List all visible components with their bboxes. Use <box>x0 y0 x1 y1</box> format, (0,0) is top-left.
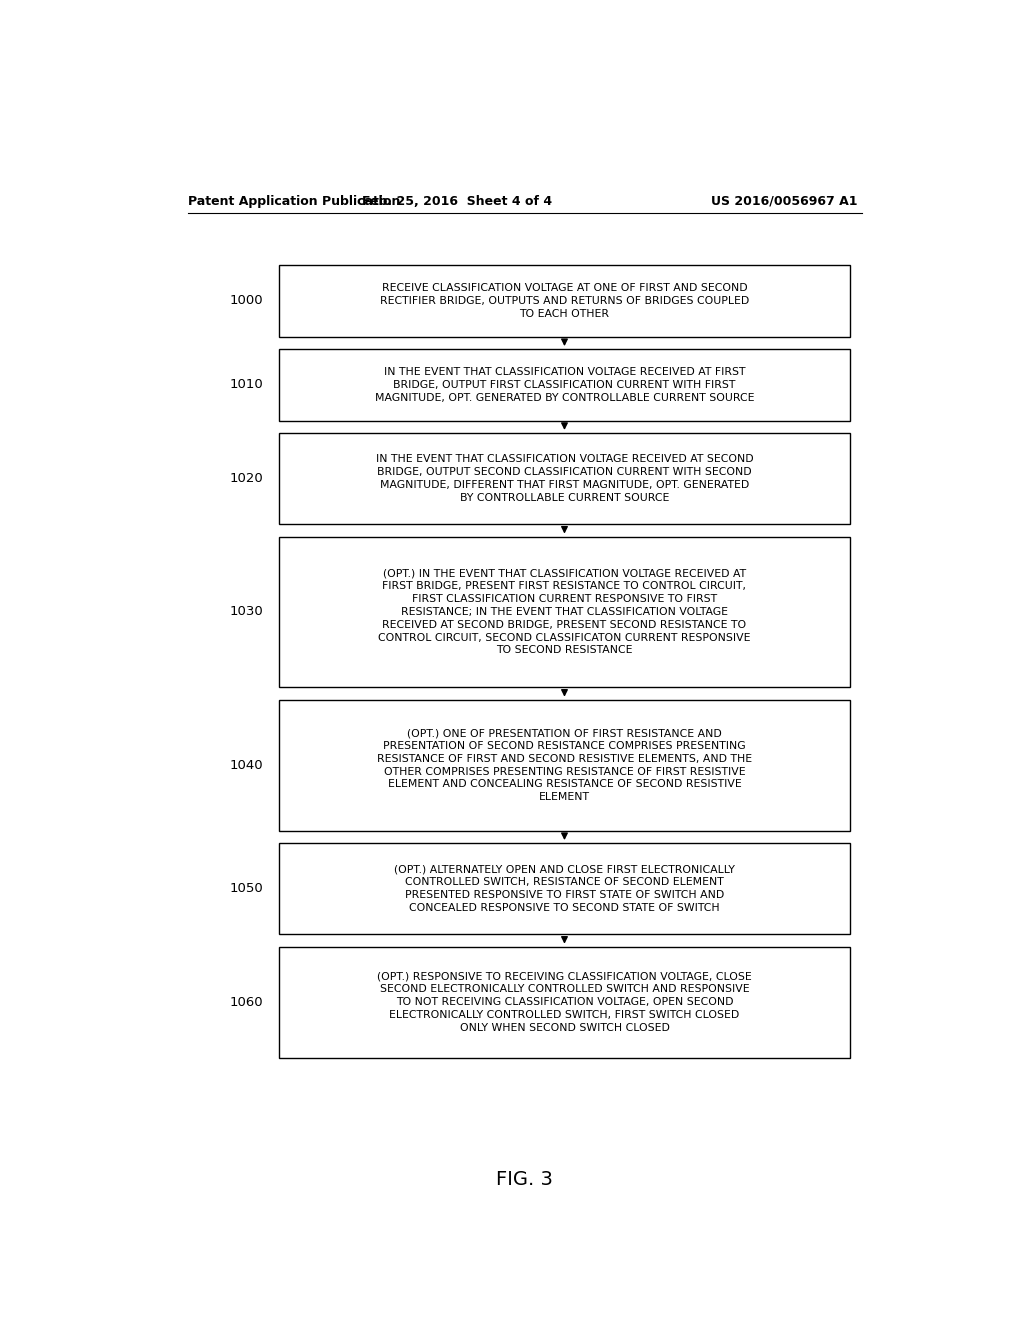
Bar <box>279 348 850 421</box>
Text: (OPT.) RESPONSIVE TO RECEIVING CLASSIFICATION VOLTAGE, CLOSE
SECOND ELECTRONICAL: (OPT.) RESPONSIVE TO RECEIVING CLASSIFIC… <box>377 972 752 1032</box>
Text: IN THE EVENT THAT CLASSIFICATION VOLTAGE RECEIVED AT FIRST
BRIDGE, OUTPUT FIRST : IN THE EVENT THAT CLASSIFICATION VOLTAGE… <box>375 367 755 403</box>
Bar <box>279 433 850 524</box>
Text: (OPT.) ALTERNATELY OPEN AND CLOSE FIRST ELECTRONICALLY
CONTROLLED SWITCH, RESIST: (OPT.) ALTERNATELY OPEN AND CLOSE FIRST … <box>394 865 735 913</box>
Text: 1050: 1050 <box>229 882 263 895</box>
Text: 1030: 1030 <box>229 606 263 619</box>
Bar <box>279 946 850 1057</box>
Bar <box>279 700 850 830</box>
Bar <box>279 843 850 935</box>
Bar <box>279 536 850 688</box>
Text: 1020: 1020 <box>229 473 263 484</box>
Text: (OPT.) IN THE EVENT THAT CLASSIFICATION VOLTAGE RECEIVED AT
FIRST BRIDGE, PRESEN: (OPT.) IN THE EVENT THAT CLASSIFICATION … <box>378 569 751 655</box>
Text: 1000: 1000 <box>229 294 263 308</box>
Text: RECEIVE CLASSIFICATION VOLTAGE AT ONE OF FIRST AND SECOND
RECTIFIER BRIDGE, OUTP: RECEIVE CLASSIFICATION VOLTAGE AT ONE OF… <box>380 284 750 318</box>
Text: 1060: 1060 <box>229 995 263 1008</box>
Text: IN THE EVENT THAT CLASSIFICATION VOLTAGE RECEIVED AT SECOND
BRIDGE, OUTPUT SECON: IN THE EVENT THAT CLASSIFICATION VOLTAGE… <box>376 454 754 503</box>
Text: FIG. 3: FIG. 3 <box>497 1171 553 1189</box>
Text: Feb. 25, 2016  Sheet 4 of 4: Feb. 25, 2016 Sheet 4 of 4 <box>362 194 552 207</box>
Text: 1010: 1010 <box>229 379 263 391</box>
Bar <box>279 265 850 337</box>
Text: 1040: 1040 <box>229 759 263 772</box>
Text: (OPT.) ONE OF PRESENTATION OF FIRST RESISTANCE AND
PRESENTATION OF SECOND RESIST: (OPT.) ONE OF PRESENTATION OF FIRST RESI… <box>377 729 752 803</box>
Text: US 2016/0056967 A1: US 2016/0056967 A1 <box>712 194 858 207</box>
Text: Patent Application Publication: Patent Application Publication <box>187 194 400 207</box>
